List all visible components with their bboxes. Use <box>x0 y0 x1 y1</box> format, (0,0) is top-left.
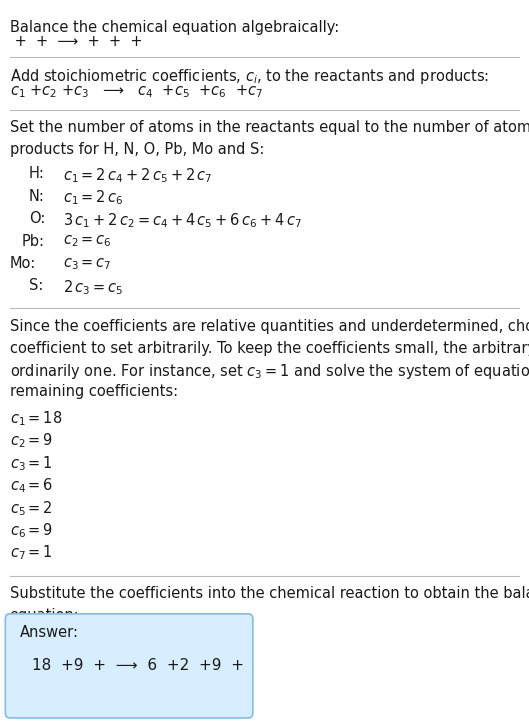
Text: $3\,c_1 + 2\,c_2 = c_4 + 4\,c_5 + 6\,c_6 + 4\,c_7$: $3\,c_1 + 2\,c_2 = c_4 + 4\,c_5 + 6\,c_6… <box>63 211 303 230</box>
Text: $c_5 = 2$: $c_5 = 2$ <box>10 499 52 518</box>
Text: Substitute the coefficients into the chemical reaction to obtain the balanced: Substitute the coefficients into the che… <box>10 586 529 602</box>
Text: $c_3 = 1$: $c_3 = 1$ <box>10 454 52 473</box>
Text: N:: N: <box>29 189 45 204</box>
Text: remaining coefficients:: remaining coefficients: <box>10 384 178 399</box>
Text: equation:: equation: <box>10 608 79 623</box>
FancyBboxPatch shape <box>5 614 253 718</box>
Text: O:: O: <box>29 211 45 226</box>
Text: ordinarily one. For instance, set $c_3 = 1$ and solve the system of equations fo: ordinarily one. For instance, set $c_3 =… <box>10 362 529 381</box>
Text: +  +  ⟶  +  +  +: + + ⟶ + + + <box>10 34 151 49</box>
Text: $c_6 = 9$: $c_6 = 9$ <box>10 521 53 540</box>
Text: Add stoichiometric coefficients, $c_i$, to the reactants and products:: Add stoichiometric coefficients, $c_i$, … <box>10 67 489 85</box>
Text: Set the number of atoms in the reactants equal to the number of atoms in the: Set the number of atoms in the reactants… <box>10 120 529 135</box>
Text: Balance the chemical equation algebraically:: Balance the chemical equation algebraica… <box>10 20 339 35</box>
Text: $c_7 = 1$: $c_7 = 1$ <box>10 544 52 562</box>
Text: $c_1 = 2\,c_6$: $c_1 = 2\,c_6$ <box>63 189 124 208</box>
Text: $c_2 = c_6$: $c_2 = c_6$ <box>63 234 112 249</box>
Text: S:: S: <box>29 278 43 294</box>
Text: $c_2 = 9$: $c_2 = 9$ <box>10 432 53 450</box>
Text: $c_1 = 18$: $c_1 = 18$ <box>10 409 62 428</box>
Text: $c_3 = c_7$: $c_3 = c_7$ <box>63 256 112 272</box>
Text: $c_1 = 2\,c_4 + 2\,c_5 + 2\,c_7$: $c_1 = 2\,c_4 + 2\,c_5 + 2\,c_7$ <box>63 166 213 185</box>
Text: Pb:: Pb: <box>21 234 44 249</box>
Text: coefficient to set arbitrarily. To keep the coefficients small, the arbitrary va: coefficient to set arbitrarily. To keep … <box>10 341 529 356</box>
Text: $c_1$ +$c_2$ +$c_3$   ⟶   $c_4$  +$c_5$  +$c_6$  +$c_7$: $c_1$ +$c_2$ +$c_3$ ⟶ $c_4$ +$c_5$ +$c_6… <box>10 83 262 100</box>
Text: H:: H: <box>29 166 45 181</box>
Text: Mo:: Mo: <box>10 256 36 271</box>
Text: Answer:: Answer: <box>20 625 79 641</box>
Text: $2\,c_3 = c_5$: $2\,c_3 = c_5$ <box>63 278 124 297</box>
Text: $c_4 = 6$: $c_4 = 6$ <box>10 476 53 495</box>
Text: products for H, N, O, Pb, Mo and S:: products for H, N, O, Pb, Mo and S: <box>10 142 264 157</box>
Text: 18  +9  +  ⟶  6  +2  +9  +: 18 +9 + ⟶ 6 +2 +9 + <box>32 658 244 673</box>
Text: Since the coefficients are relative quantities and underdetermined, choose a: Since the coefficients are relative quan… <box>10 319 529 334</box>
